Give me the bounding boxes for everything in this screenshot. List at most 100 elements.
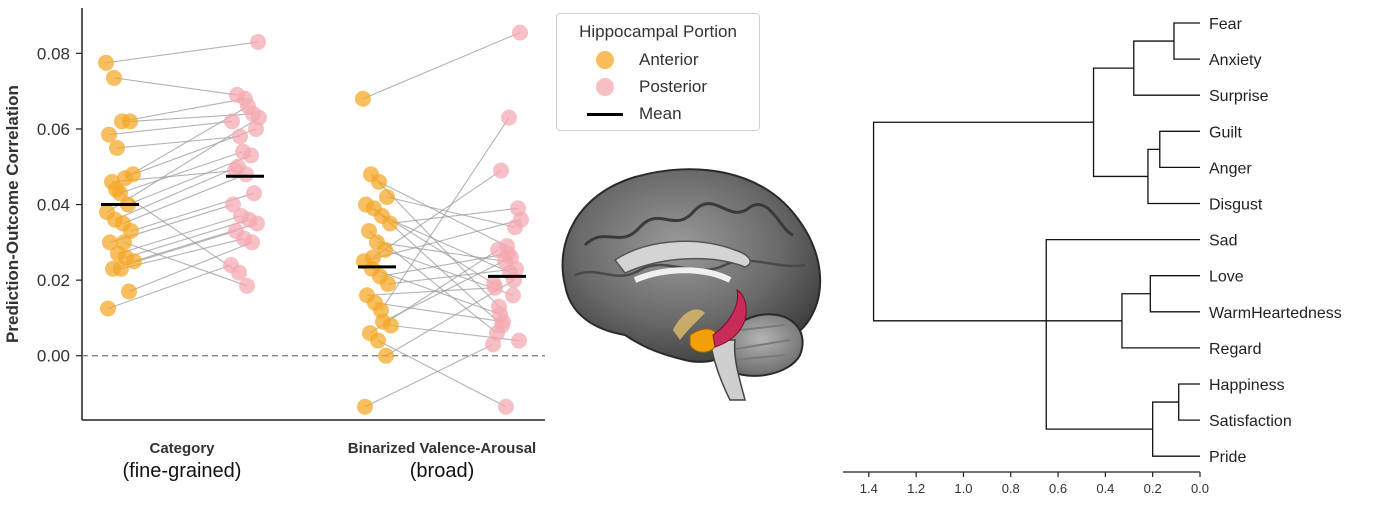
posterior-point [249,215,265,232]
anterior-point [355,90,371,107]
posterior-point [495,313,511,330]
anterior-point [382,215,398,232]
anterior-point [101,126,117,143]
dendrogram: Fear Anxiety Surprise Guilt Anger Disgust Sad L… [843,16,1342,496]
leaf-label: WarmHeartedness [1209,305,1342,322]
pair-line [107,264,232,310]
dendrogram-link [1092,67,1148,178]
anterior-point [379,188,395,205]
group-label-1: Category [149,440,215,457]
pair-line [122,173,247,224]
x-tick-label: 0.6 [1049,481,1067,496]
posterior-point [250,34,266,51]
legend-label-mean: Mean [639,104,682,123]
legend-label-posterior: Posterior [639,77,708,96]
posterior-point [224,113,240,130]
pair-line [116,135,241,149]
anterior-point [373,302,389,319]
pair-line [372,170,502,258]
posterior-point [244,234,260,251]
pair-line [121,98,246,122]
anterior-point [108,181,124,198]
anterior-point [98,54,114,71]
anterior-marker-icon [585,51,625,69]
posterior-point [225,196,241,213]
anterior-point [383,317,399,334]
anterior-point [370,332,386,349]
pair-line [114,166,239,221]
leaf-label: Guilt [1209,124,1242,141]
posterior-point [231,264,247,281]
leaf-label: Disgust [1209,197,1263,214]
pair-line [374,302,504,323]
anterior-point [377,241,393,258]
posterior-point [512,24,528,41]
posterior-point [513,211,529,228]
anterior-point [371,173,387,190]
y-tick-label: 0.02 [37,271,70,290]
pair-line [381,215,511,274]
legend: Hippocampal Portion Anterior Posterior M… [556,13,760,131]
posterior-point [511,332,527,349]
dendrogram-link [1159,130,1200,169]
dendrogram-link [1173,22,1200,60]
pair-line [387,268,517,285]
pair-line [366,287,496,296]
y-axis-label: Prediction-Outcome Correlation [3,85,22,343]
dendrogram-link [1045,238,1200,430]
pair-line [386,196,516,228]
scatter-plot: 0.00 0.02 0.04 0.06 0.08 Prediction-Outcome C… [3,8,545,482]
pair-line [389,207,519,224]
dendrogram-link [1149,275,1200,313]
posterior-point [239,277,255,294]
posterior-point [240,98,256,115]
mean-line-icon [585,112,625,116]
posterior-marker-icon [585,78,625,96]
posterior-point [503,249,519,266]
group-label-2: Binarized Valence-Arousal [348,440,536,457]
pair-line [128,241,253,292]
dendrogram-link [1152,401,1200,457]
pair-line [378,181,508,247]
anterior-point [109,139,125,156]
x-tick-label: 0.2 [1144,481,1162,496]
anterior-point [378,347,394,364]
y-tick-label: 0.04 [37,196,70,215]
legend-title: Hippocampal Portion [579,22,737,41]
anterior-point [116,234,132,251]
leaf-label: Anxiety [1209,52,1261,69]
anterior-point [125,166,141,183]
leaf-label: Surprise [1209,88,1269,105]
posterior-point [490,241,506,258]
pair-line [125,219,250,258]
leaf-label: Sad [1209,233,1237,250]
leaf-label: Love [1209,269,1244,286]
pair-line [108,120,233,136]
y-tick-label: 0.06 [37,120,70,139]
pair-line [377,340,507,408]
pair-line [113,77,238,96]
dendrogram-link [1133,40,1200,96]
x-tick-label: 0.0 [1191,481,1209,496]
y-tick-label: 0.00 [37,347,70,366]
posterior-point [501,109,517,126]
anterior-point [357,398,373,415]
group-sublabel-2: (broad) [410,460,474,482]
anterior-point [365,249,381,266]
posterior-point [493,162,509,179]
pair-line [123,241,248,287]
dendrogram-link [872,121,1122,322]
y-tick-label: 0.08 [37,44,70,63]
posterior-point [485,336,501,353]
anterior-point [106,69,122,86]
posterior-point [243,147,259,164]
anterior-point [380,275,396,292]
anterior-point [122,113,138,130]
x-tick-label: 1.2 [907,481,925,496]
anterior-point [100,300,116,317]
leaf-label: Fear [1209,16,1243,33]
posterior-point [238,166,254,183]
pair-line [127,154,252,206]
x-tick-label: 1.4 [860,481,878,496]
anterior-point [361,223,377,240]
